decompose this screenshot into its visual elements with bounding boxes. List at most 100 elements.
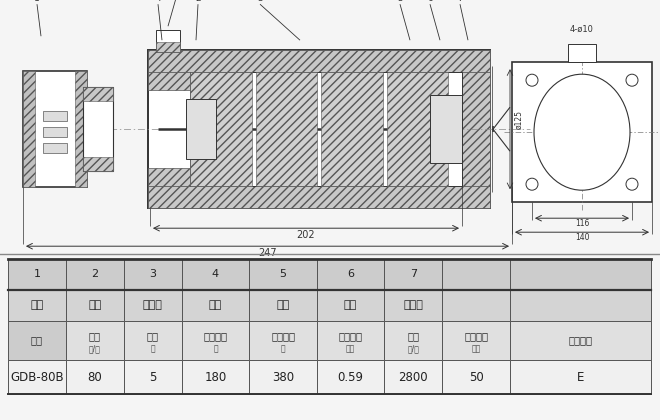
Text: 后盖: 后盖 — [344, 300, 357, 310]
Text: E: E — [577, 371, 584, 384]
Text: 米: 米 — [150, 345, 155, 354]
Circle shape — [626, 74, 638, 86]
Text: 6: 6 — [347, 269, 354, 279]
Text: 额定频率: 额定频率 — [464, 331, 488, 341]
Bar — [124, 321, 182, 360]
Text: 2: 2 — [91, 269, 98, 279]
Text: 额定电流: 额定电流 — [339, 331, 362, 341]
Bar — [66, 290, 124, 321]
Bar — [124, 259, 182, 290]
Text: 额定电压: 额定电压 — [271, 331, 295, 341]
Text: 247: 247 — [258, 248, 277, 258]
Text: 7: 7 — [457, 0, 463, 3]
Text: 转速: 转速 — [407, 331, 419, 341]
Text: 流量: 流量 — [89, 331, 101, 341]
Circle shape — [626, 178, 638, 190]
Bar — [148, 186, 490, 208]
Bar — [430, 95, 462, 163]
Bar — [182, 360, 249, 394]
Bar — [442, 290, 510, 321]
Ellipse shape — [534, 74, 630, 190]
Bar — [249, 290, 317, 321]
Text: 转子轴: 转子轴 — [143, 300, 162, 310]
Bar — [66, 321, 124, 360]
Bar — [8, 259, 66, 290]
Text: 升/分: 升/分 — [89, 345, 101, 354]
Bar — [387, 72, 448, 186]
Bar — [249, 360, 317, 394]
Bar — [186, 99, 216, 159]
Text: 转/分: 转/分 — [407, 345, 419, 354]
Text: 1: 1 — [34, 269, 40, 279]
Text: GDB-80B: GDB-80B — [10, 371, 63, 384]
Bar — [43, 127, 67, 137]
Bar — [124, 290, 182, 321]
Text: 型号: 型号 — [31, 336, 43, 346]
Text: 7: 7 — [410, 269, 417, 279]
Bar — [442, 259, 510, 290]
Text: 扬程: 扬程 — [147, 331, 158, 341]
Bar — [83, 87, 113, 171]
Bar — [442, 321, 510, 360]
Bar — [190, 72, 462, 186]
Bar — [568, 44, 596, 62]
Bar — [182, 321, 249, 360]
Text: 泵体: 泵体 — [88, 300, 102, 310]
Text: 伏: 伏 — [280, 345, 285, 354]
Text: 5: 5 — [149, 371, 156, 384]
Text: 80: 80 — [87, 371, 102, 384]
Bar — [255, 72, 317, 186]
Bar — [148, 50, 490, 208]
Text: 50: 50 — [469, 371, 483, 384]
Bar — [156, 30, 180, 52]
Text: 搅拌器: 搅拌器 — [403, 300, 423, 310]
Bar — [8, 321, 66, 360]
Bar — [148, 50, 490, 72]
Text: 绝缘等级: 绝缘等级 — [569, 336, 593, 346]
Bar — [83, 157, 113, 171]
Text: 140: 140 — [575, 233, 589, 242]
Bar — [510, 360, 651, 394]
Bar — [8, 290, 66, 321]
Bar — [462, 72, 490, 186]
Text: 安培: 安培 — [346, 345, 355, 354]
Bar — [384, 259, 442, 290]
Text: 赫兹: 赫兹 — [471, 345, 480, 354]
Bar — [156, 42, 180, 52]
Text: 瓦: 瓦 — [213, 345, 218, 354]
Text: 4: 4 — [212, 269, 219, 279]
Bar — [182, 259, 249, 290]
Text: 4-ø10: 4-ø10 — [570, 25, 594, 34]
Text: 5: 5 — [397, 0, 403, 3]
Text: 380: 380 — [272, 371, 294, 384]
Bar — [23, 71, 87, 187]
Text: 3: 3 — [257, 0, 263, 3]
Bar — [66, 259, 124, 290]
Bar — [249, 259, 317, 290]
Text: 0.59: 0.59 — [337, 371, 364, 384]
Bar — [8, 360, 66, 394]
Bar — [510, 259, 651, 290]
Bar — [384, 360, 442, 394]
Text: 3: 3 — [149, 269, 156, 279]
Bar — [442, 360, 510, 394]
Bar — [83, 87, 113, 101]
Bar — [317, 290, 384, 321]
Bar — [182, 290, 249, 321]
Bar — [510, 290, 651, 321]
Text: 2: 2 — [195, 0, 201, 3]
Text: 4: 4 — [155, 0, 161, 3]
Text: 5: 5 — [280, 269, 286, 279]
Bar — [249, 321, 317, 360]
Bar — [321, 72, 383, 186]
Bar — [43, 143, 67, 153]
Text: 叶轮: 叶轮 — [277, 300, 290, 310]
Bar — [190, 72, 251, 186]
Bar — [43, 111, 67, 121]
Bar — [317, 360, 384, 394]
Bar — [510, 321, 651, 360]
Bar — [384, 321, 442, 360]
Bar — [66, 360, 124, 394]
Text: 2800: 2800 — [399, 371, 428, 384]
Circle shape — [526, 178, 538, 190]
